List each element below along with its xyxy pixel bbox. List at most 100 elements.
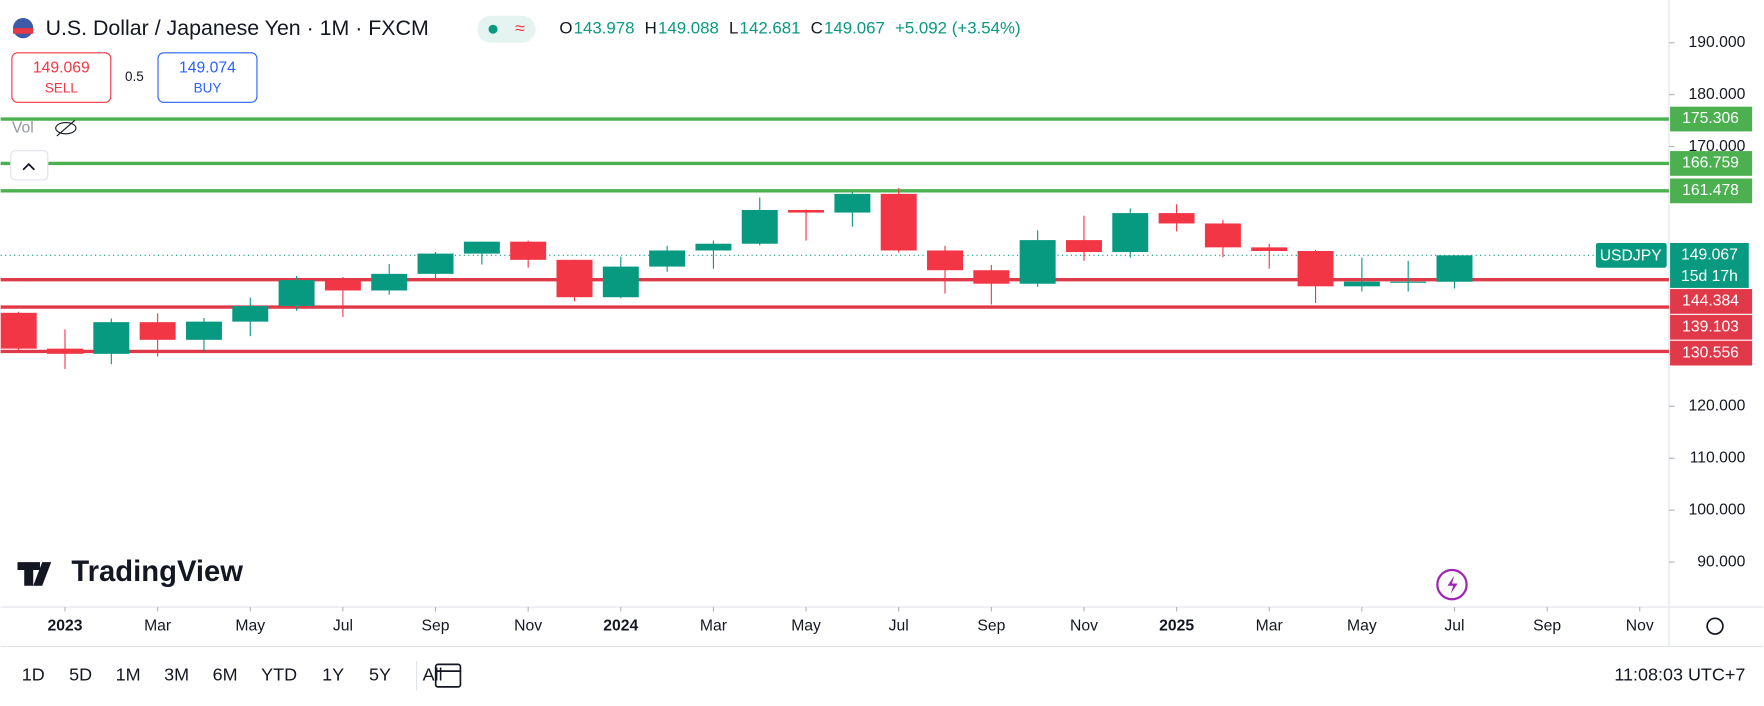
y-tick-label: 180.000 [1689, 86, 1746, 103]
settings-icon[interactable] [1706, 617, 1724, 635]
last-price-label: 149.067 [1681, 246, 1738, 263]
candle-body [1158, 213, 1195, 224]
symbol-flag-stripe [12, 28, 34, 34]
candle-body [556, 259, 593, 298]
x-tick-label: Jul [1444, 617, 1464, 634]
range-button[interactable]: All [423, 664, 443, 684]
news-icon[interactable] [1436, 568, 1468, 601]
volume-indicator[interactable]: Vol [12, 119, 34, 136]
level-label: 139.103 [1682, 318, 1739, 335]
candle-body [1343, 281, 1380, 287]
x-tick-label: 2025 [1159, 617, 1194, 634]
range-button[interactable]: 6M [213, 664, 238, 684]
candle-body [1204, 223, 1241, 248]
y-tick-label: 120.000 [1689, 397, 1746, 414]
status-wave: ≈ [515, 18, 525, 38]
range-button[interactable]: 3M [164, 664, 189, 684]
spread: 0.5 [125, 69, 144, 84]
candle-body [371, 273, 408, 291]
ohlc-key: O [559, 19, 572, 38]
symbol-tag-label: USDJPY [1600, 248, 1663, 265]
candle-body [602, 266, 639, 298]
ohlc-key: C [811, 19, 823, 38]
date-range-icon[interactable] [434, 663, 462, 688]
candle-body [93, 322, 130, 354]
candle-body [417, 253, 454, 274]
candle-body [649, 250, 686, 267]
candle-body [324, 280, 361, 291]
range-button[interactable]: 1D [22, 664, 45, 684]
candle-body [463, 241, 500, 254]
range-button[interactable]: 5Y [369, 664, 391, 684]
candle-body [139, 322, 176, 340]
buy-label: BUY [194, 80, 222, 95]
y-tick-label: 170.000 [1689, 138, 1746, 155]
x-tick-label: Mar [700, 617, 727, 634]
candle-body [1065, 240, 1102, 253]
range-button[interactable]: 1M [116, 664, 141, 684]
level-label-box [1670, 314, 1753, 340]
market-status[interactable] [477, 15, 536, 43]
ohlc-value: 143.978 [574, 19, 635, 38]
x-tick-label: Sep [422, 617, 450, 634]
y-tick-label: 110.000 [1690, 449, 1746, 466]
range-button[interactable]: YTD [261, 664, 297, 684]
ohlc-legend: O 143.978 H 149.088 L 142.681 C 149.067 +5.092 (… [559, 19, 1020, 38]
candle-body [232, 306, 269, 322]
chevron-up [22, 162, 35, 171]
level-label: 144.384 [1682, 293, 1739, 310]
sell-label: SELL [45, 80, 78, 95]
x-tick-label: Jul [333, 617, 353, 634]
candle-body [973, 270, 1010, 284]
level-label: 166.759 [1682, 155, 1739, 172]
status-dot [488, 24, 498, 34]
ohlc-change: +5.092 (+3.54%) [895, 19, 1021, 38]
countdown: 15d 17h [1681, 268, 1738, 285]
x-tick-label: Jul [889, 617, 909, 634]
buy-button[interactable] [157, 52, 258, 103]
x-tick-label: Sep [1533, 617, 1561, 634]
x-tick-label: 2023 [48, 617, 83, 634]
symbol-title: U.S. Dollar / Japanese Yen · 1M · FXCM [46, 16, 429, 40]
sell-price: 149.069 [33, 60, 90, 77]
symbol-tag [1595, 242, 1667, 268]
level-label: 130.556 [1682, 344, 1739, 361]
last-price-box [1670, 242, 1749, 288]
level-label-box [1670, 178, 1753, 204]
candle-body [1297, 251, 1334, 287]
candle-body [695, 243, 732, 251]
logo-icon [17, 562, 52, 586]
x-tick-label: Mar [1256, 617, 1283, 634]
y-tick-label: 100.000 [1689, 501, 1746, 518]
hide-icon-slash [56, 119, 76, 137]
candle-body [1436, 255, 1473, 282]
x-tick-label: May [235, 617, 265, 634]
ohlc-key: H [645, 19, 657, 38]
level-label-box [1670, 289, 1753, 314]
candle-body [927, 250, 964, 271]
level-label-box [1670, 106, 1753, 132]
hide-icon[interactable] [55, 121, 77, 135]
range-button[interactable]: 5D [69, 664, 92, 684]
candle-body [1019, 240, 1056, 284]
level-label-box [1670, 151, 1753, 176]
x-tick-label: Nov [514, 617, 542, 634]
clock[interactable]: 11:08:03 UTC+7 [1614, 664, 1745, 684]
sell-button[interactable] [11, 52, 112, 103]
news-bolt [1447, 575, 1458, 594]
level-label: 175.306 [1682, 110, 1739, 127]
ohlc-key: L [729, 19, 738, 38]
plot: 90.000100.000110.000120.000130.000170.00… [0, 34, 1753, 634]
candle-body [1251, 247, 1288, 252]
candle-body [880, 193, 917, 251]
candle-body [741, 209, 778, 244]
x-tick-label: 2024 [603, 617, 638, 634]
x-tick-label: Nov [1070, 617, 1098, 634]
y-tick-label: 190.000 [1689, 34, 1746, 51]
candle-body [0, 312, 37, 349]
y-tick-label: 90.000 [1697, 553, 1745, 570]
candle-body [1390, 281, 1427, 283]
range-button[interactable]: 1Y [322, 664, 344, 684]
